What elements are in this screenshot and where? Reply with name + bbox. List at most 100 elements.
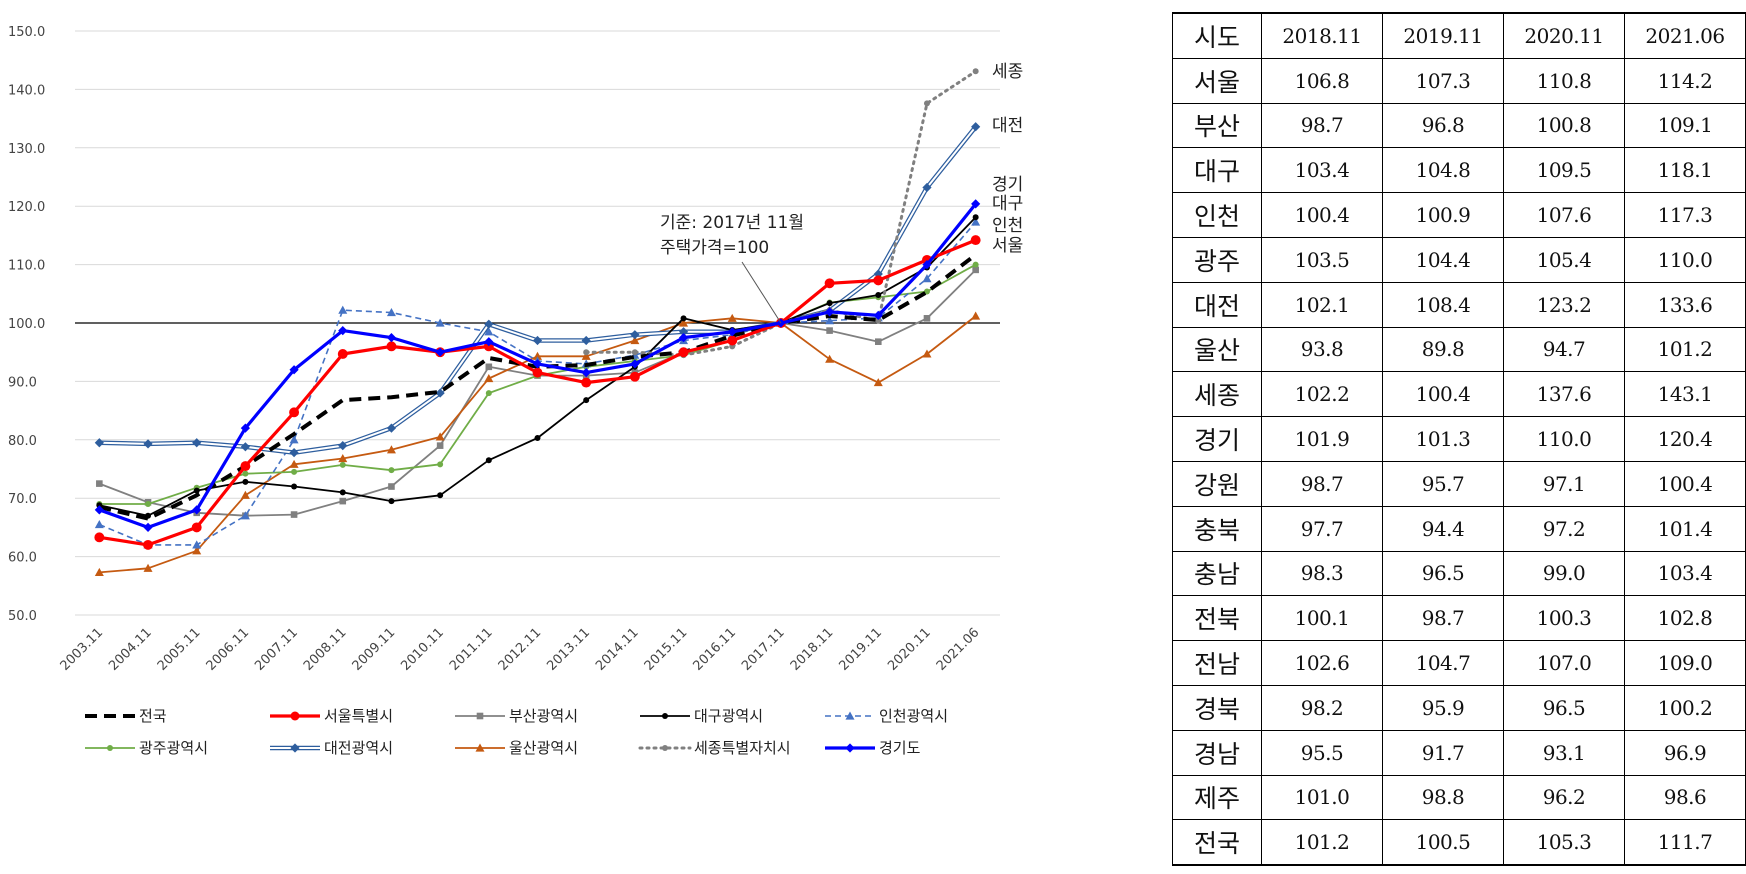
point-marker: [289, 459, 299, 468]
point-marker: [662, 745, 668, 751]
table-cell-region: 강원: [1172, 460, 1262, 507]
table-cell-value: 103.4: [1261, 147, 1383, 194]
table-cell-region: 서울: [1172, 57, 1262, 104]
point-marker: [678, 333, 689, 343]
table-cell-value: 118.1: [1624, 147, 1746, 194]
table-cell-value: 109.5: [1503, 147, 1625, 194]
x-tick-label: 2009.11: [350, 625, 399, 674]
legend-item: 전국: [85, 707, 167, 725]
point-marker: [972, 214, 979, 221]
point-marker: [240, 423, 250, 433]
end-label: 대전: [992, 116, 1023, 136]
table-row: 경북 98.2 95.9 96.5 100.2: [1172, 684, 1746, 731]
point-marker: [339, 489, 346, 496]
point-marker: [94, 567, 104, 576]
table-cell-value: 107.3: [1382, 57, 1504, 104]
point-marker: [94, 519, 104, 529]
table-cell-value: 103.5: [1261, 236, 1383, 283]
x-tick-label: 2010.11: [398, 625, 447, 674]
point-marker: [971, 217, 981, 226]
table-cell-value: 98.8: [1382, 774, 1504, 821]
series-line-outer: [99, 125, 978, 455]
point-marker: [971, 199, 981, 209]
table-row: 전남 102.6 104.7 107.0 109.0: [1172, 640, 1746, 686]
table-cell-value: 101.4: [1624, 505, 1746, 552]
table-cell-region: 전국: [1172, 819, 1262, 866]
point-marker: [192, 505, 202, 515]
point-marker: [845, 743, 855, 753]
table-cell-value: 94.7: [1503, 326, 1625, 373]
point-marker: [386, 423, 397, 433]
point-marker: [192, 546, 202, 555]
table-cell-value: 107.6: [1503, 192, 1625, 238]
point-marker: [240, 511, 250, 520]
table-row: 세종 102.2 100.4 137.6 143.1: [1172, 371, 1746, 418]
point-marker: [386, 333, 397, 343]
table-header-period: 2021.06: [1624, 12, 1746, 59]
table-row: 전북 100.1 98.7 100.3 102.8: [1172, 595, 1746, 642]
point-marker: [583, 349, 590, 356]
table-cell-region: 울산: [1172, 326, 1262, 373]
series-line: [98, 221, 977, 546]
x-tick-label: 2013.11: [544, 625, 593, 674]
point-marker: [94, 532, 105, 543]
table-cell-value: 93.8: [1261, 326, 1383, 373]
table-cell-region: 대전: [1172, 281, 1262, 328]
point-marker: [923, 288, 930, 295]
table-cell-value: 95.7: [1382, 460, 1504, 507]
point-marker: [922, 349, 932, 358]
x-tick-label: 2017.11: [739, 625, 788, 674]
point-marker: [581, 377, 592, 388]
table-cell-value: 105.3: [1503, 819, 1625, 866]
table-cell-value: 95.9: [1382, 684, 1504, 731]
point-marker: [532, 359, 543, 369]
point-marker: [386, 341, 397, 352]
point-marker: [386, 445, 396, 454]
point-marker: [629, 371, 640, 382]
legend-item: 인천광역시: [825, 707, 948, 725]
point-marker: [727, 327, 737, 337]
table-cell-value: 102.2: [1261, 371, 1383, 418]
series-0: [98, 253, 977, 521]
table-cell-region: 충남: [1172, 550, 1262, 597]
legend-label: 대전광역시: [324, 739, 393, 757]
table-cell-value: 107.0: [1503, 640, 1625, 686]
point-marker: [581, 351, 591, 360]
point-marker: [825, 307, 835, 317]
table-cell-region: 전남: [1172, 640, 1262, 686]
y-tick-label: 90.0: [8, 375, 37, 390]
point-marker: [386, 307, 396, 317]
point-marker: [143, 439, 153, 449]
point-marker: [191, 522, 202, 533]
point-marker: [630, 359, 640, 369]
table-cell-region: 대구: [1172, 147, 1262, 194]
table-cell-value: 100.1: [1261, 595, 1383, 642]
table-cell-value: 102.6: [1261, 640, 1383, 686]
point-marker: [873, 275, 884, 286]
table-body: 서울 106.8 107.3 110.8 114.2 부산 98.7 96.8 100.8 109…: [1172, 57, 1746, 866]
x-tick-label: 2018.11: [788, 625, 837, 674]
point-marker: [192, 438, 202, 448]
table-cell-value: 101.2: [1261, 819, 1383, 866]
point-marker: [143, 522, 153, 532]
table-cell-region: 충북: [1172, 505, 1262, 552]
table-cell-value: 101.0: [1261, 774, 1383, 821]
point-marker: [971, 122, 981, 132]
point-marker: [94, 505, 104, 515]
point-marker: [339, 461, 346, 468]
y-axis-ticks: 50.0 60.0 70.0 80.0 90.0 100.0 110.0 120.0 130.0…: [8, 25, 45, 624]
point-marker: [583, 397, 590, 404]
table-cell-value: 109.0: [1624, 640, 1746, 686]
point-marker: [972, 266, 979, 274]
point-marker: [875, 317, 882, 324]
table-cell-value: 100.5: [1382, 819, 1504, 866]
point-marker: [338, 441, 348, 451]
annotation-line-2: 주택가격=100: [660, 238, 769, 258]
legend-item: 대구광역시: [640, 707, 763, 725]
legend-item: 세종특별자치시: [638, 739, 791, 757]
table-row: 충북 97.7 94.4 97.2 101.4: [1172, 505, 1746, 552]
legend-label: 인천광역시: [879, 707, 948, 725]
x-tick-label: 2016.11: [690, 625, 739, 674]
y-tick-label: 70.0: [8, 492, 37, 507]
